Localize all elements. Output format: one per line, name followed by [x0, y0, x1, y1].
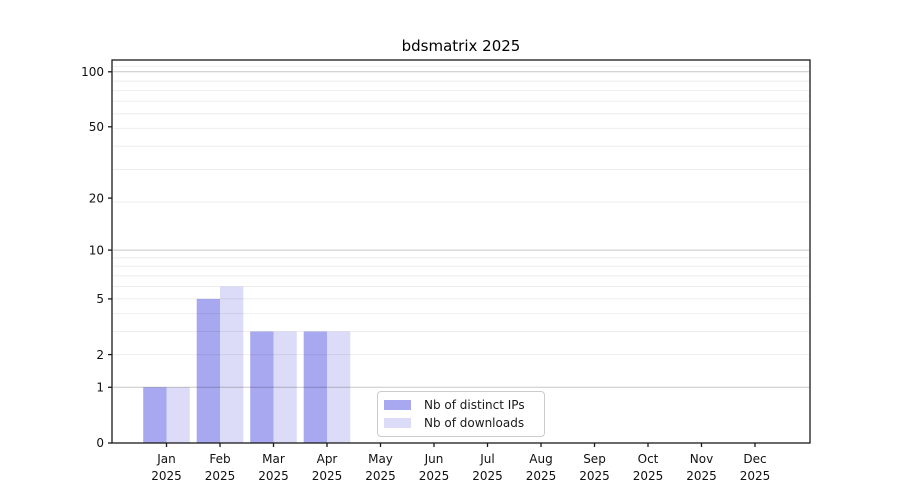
x-tick-label-year: 2025	[526, 469, 557, 483]
x-tick-label-month: Oct	[638, 452, 659, 466]
x-tick-label-year: 2025	[740, 469, 771, 483]
bar-distinct-ips	[250, 331, 274, 443]
x-tick-label-month: Sep	[583, 452, 606, 466]
x-tick-label-month: Dec	[743, 452, 766, 466]
x-tick-label-month: Jul	[479, 452, 494, 466]
legend-label-distinct-ips: Nb of distinct IPs	[424, 398, 525, 412]
x-tick-label-year: 2025	[633, 469, 664, 483]
legend-swatch-distinct-ips	[384, 400, 411, 410]
y-tick-label: 10	[89, 243, 104, 257]
bar-downloads	[220, 286, 244, 443]
bar-downloads	[166, 387, 190, 443]
y-tick-label: 2	[96, 348, 104, 362]
x-tick-label-year: 2025	[205, 469, 236, 483]
x-tick-label-month: Jun	[424, 452, 444, 466]
bar-distinct-ips	[196, 298, 220, 443]
x-tick-label-month: Feb	[209, 452, 230, 466]
x-tick-label-month: Mar	[262, 452, 285, 466]
x-tick-label-month: May	[368, 452, 393, 466]
x-tick-label-year: 2025	[151, 469, 182, 483]
legend-item-distinct-ips: Nb of distinct IPs	[384, 398, 536, 412]
x-tick-label-year: 2025	[312, 469, 343, 483]
x-tick-label-year: 2025	[365, 469, 396, 483]
legend-swatch-downloads	[384, 418, 411, 428]
x-tick-label-month: Jan	[156, 452, 176, 466]
bar-downloads	[273, 331, 297, 443]
y-tick-label: 1	[96, 381, 104, 395]
bar-distinct-ips	[143, 387, 167, 443]
y-tick-label: 50	[89, 120, 104, 134]
legend: Nb of distinct IPs Nb of downloads	[377, 391, 545, 437]
y-tick-label: 100	[81, 65, 104, 79]
bar-distinct-ips	[303, 331, 327, 443]
chart-title: bdsmatrix 2025	[402, 37, 521, 55]
x-tick-label-year: 2025	[472, 469, 503, 483]
x-tick-label-month: Nov	[690, 452, 713, 466]
legend-item-downloads: Nb of downloads	[384, 416, 536, 430]
x-tick-label-month: Aug	[529, 452, 552, 466]
x-tick-label-year: 2025	[419, 469, 450, 483]
x-tick-label-year: 2025	[258, 469, 289, 483]
bar-downloads	[327, 331, 351, 443]
y-tick-label: 5	[96, 292, 104, 306]
y-tick-label: 0	[96, 436, 104, 450]
x-tick-label-month: Apr	[317, 452, 338, 466]
x-tick-label-year: 2025	[579, 469, 610, 483]
y-tick-label: 20	[89, 191, 104, 205]
legend-label-downloads: Nb of downloads	[424, 416, 525, 430]
x-tick-label-year: 2025	[686, 469, 717, 483]
plot-border	[111, 59, 811, 444]
